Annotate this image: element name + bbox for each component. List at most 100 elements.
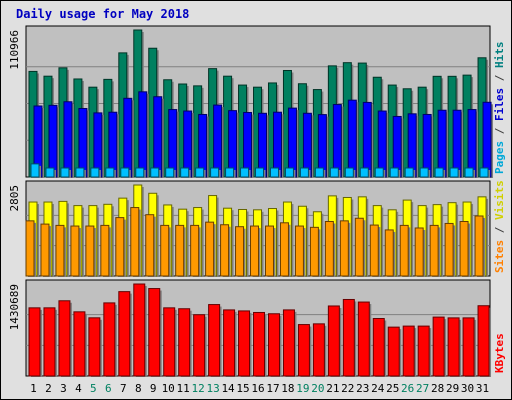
bar-sites-day-24 bbox=[369, 224, 379, 277]
bar-pages-day-30 bbox=[464, 167, 474, 178]
series-label-part: Visits bbox=[493, 180, 506, 220]
bar-files-day-29 bbox=[452, 109, 462, 178]
bar-sites-day-6 bbox=[100, 224, 110, 277]
bar-files-day-7 bbox=[123, 97, 133, 178]
day-label: 9 bbox=[150, 382, 157, 395]
bar-kbytes-day-20 bbox=[312, 323, 325, 377]
bar-pages-day-31 bbox=[479, 167, 489, 178]
day-label: 16 bbox=[251, 382, 264, 395]
chart-title: Daily usage for May 2018 bbox=[16, 7, 189, 21]
bar-sites-day-13 bbox=[205, 221, 215, 277]
bar-pages-day-8 bbox=[135, 167, 145, 178]
series-label-part: KBytes bbox=[493, 333, 506, 373]
bar-kbytes-day-7 bbox=[118, 291, 131, 377]
bar-pages-day-15 bbox=[240, 167, 250, 178]
bar-sites-day-9 bbox=[145, 214, 155, 277]
bar-pages-day-6 bbox=[105, 167, 115, 178]
day-label: 19 bbox=[296, 382, 309, 395]
day-label: 27 bbox=[416, 382, 429, 395]
bar-kbytes-day-8 bbox=[133, 283, 146, 377]
bar-files-day-10 bbox=[168, 109, 178, 178]
bar-kbytes-day-31 bbox=[477, 305, 490, 377]
series-label: Sites / Visits bbox=[493, 180, 506, 273]
bar-kbytes-day-6 bbox=[103, 302, 116, 377]
bar-files-day-18 bbox=[287, 107, 297, 178]
bar-sites-day-23 bbox=[354, 217, 364, 277]
day-label: 20 bbox=[311, 382, 324, 395]
bar-files-day-14 bbox=[228, 110, 238, 178]
bar-sites-day-2 bbox=[40, 223, 50, 277]
bar-kbytes-day-12 bbox=[193, 314, 206, 377]
bar-pages-day-27 bbox=[419, 167, 429, 178]
bar-sites-day-17 bbox=[264, 225, 274, 277]
bar-pages-day-26 bbox=[404, 167, 414, 178]
bar-sites-day-8 bbox=[130, 207, 140, 277]
bar-sites-day-1 bbox=[25, 220, 35, 277]
series-label-part: Sites bbox=[493, 240, 506, 273]
bar-kbytes-day-26 bbox=[402, 325, 415, 377]
chart-panels: 110966 Pages / Files / Hits 2805 Sites / Vi… bbox=[8, 25, 506, 377]
bar-pages-day-12 bbox=[195, 167, 205, 178]
day-label: 17 bbox=[266, 382, 279, 395]
bar-files-day-30 bbox=[467, 109, 477, 178]
bar-files-day-3 bbox=[63, 101, 73, 178]
bar-pages-day-24 bbox=[374, 167, 384, 178]
bar-sites-day-7 bbox=[115, 217, 125, 277]
bar-sites-day-27 bbox=[414, 227, 424, 277]
bar-pages-day-13 bbox=[210, 167, 220, 178]
bar-files-day-15 bbox=[243, 111, 253, 178]
bar-kbytes-day-27 bbox=[417, 325, 430, 377]
bar-pages-day-23 bbox=[359, 167, 369, 178]
day-label: 29 bbox=[446, 382, 459, 395]
bar-files-day-24 bbox=[377, 110, 387, 178]
day-label: 24 bbox=[371, 382, 385, 395]
bar-sites-day-25 bbox=[384, 229, 394, 277]
bar-pages-day-18 bbox=[284, 167, 294, 178]
bar-pages-day-16 bbox=[255, 167, 265, 178]
bar-kbytes-day-30 bbox=[462, 317, 475, 377]
series-pages bbox=[30, 163, 491, 178]
bar-kbytes-day-9 bbox=[148, 288, 161, 377]
bar-kbytes-day-24 bbox=[372, 318, 385, 377]
day-label: 14 bbox=[221, 382, 235, 395]
series-label-part: / bbox=[493, 121, 506, 141]
day-label: 7 bbox=[120, 382, 127, 395]
bar-files-day-19 bbox=[302, 112, 312, 178]
bar-files-day-17 bbox=[272, 111, 282, 178]
panel-visits-sites: 2805 Sites / Visits bbox=[8, 180, 506, 277]
bar-sites-day-20 bbox=[309, 226, 319, 277]
bar-pages-day-22 bbox=[344, 167, 354, 178]
bar-pages-day-14 bbox=[225, 167, 235, 178]
day-label: 11 bbox=[177, 382, 190, 395]
day-label: 15 bbox=[236, 382, 249, 395]
day-labels: 1 2 3 4 5 6 7 8 9 10 11 12 13 14 15 16 17 18 19 20 21 22 23 24 2… bbox=[30, 382, 489, 395]
bar-kbytes-day-3 bbox=[58, 300, 71, 377]
bar-kbytes-day-17 bbox=[267, 313, 280, 377]
bar-sites-day-26 bbox=[399, 224, 409, 277]
bar-sites-day-31 bbox=[474, 215, 484, 277]
bar-files-day-28 bbox=[437, 109, 447, 178]
bar-sites-day-14 bbox=[220, 224, 230, 277]
bar-kbytes-day-10 bbox=[163, 307, 176, 377]
bar-kbytes-day-1 bbox=[28, 307, 41, 377]
panel-hits-files-pages: 110966 Pages / Files / Hits bbox=[8, 25, 506, 179]
series-label: Pages / Files / Hits bbox=[493, 42, 506, 175]
bar-sites-day-28 bbox=[429, 224, 439, 277]
series-label-part: Hits bbox=[493, 42, 506, 69]
bar-kbytes-day-22 bbox=[342, 298, 355, 377]
bar-kbytes-day-28 bbox=[432, 316, 445, 377]
bar-pages-day-1 bbox=[30, 163, 40, 178]
bar-files-day-11 bbox=[183, 110, 193, 178]
bar-kbytes-day-25 bbox=[387, 326, 400, 377]
series-label-part: / bbox=[493, 220, 506, 240]
day-label: 18 bbox=[281, 382, 294, 395]
bar-files-day-6 bbox=[108, 111, 118, 178]
series-sites bbox=[25, 207, 486, 277]
series-label: KBytes bbox=[493, 333, 506, 373]
bar-sites-day-22 bbox=[339, 220, 349, 277]
bar-pages-day-2 bbox=[45, 167, 55, 178]
bar-files-day-23 bbox=[362, 101, 372, 178]
bar-sites-day-15 bbox=[235, 226, 245, 277]
bar-pages-day-11 bbox=[180, 167, 190, 178]
bar-pages-day-19 bbox=[299, 167, 309, 178]
